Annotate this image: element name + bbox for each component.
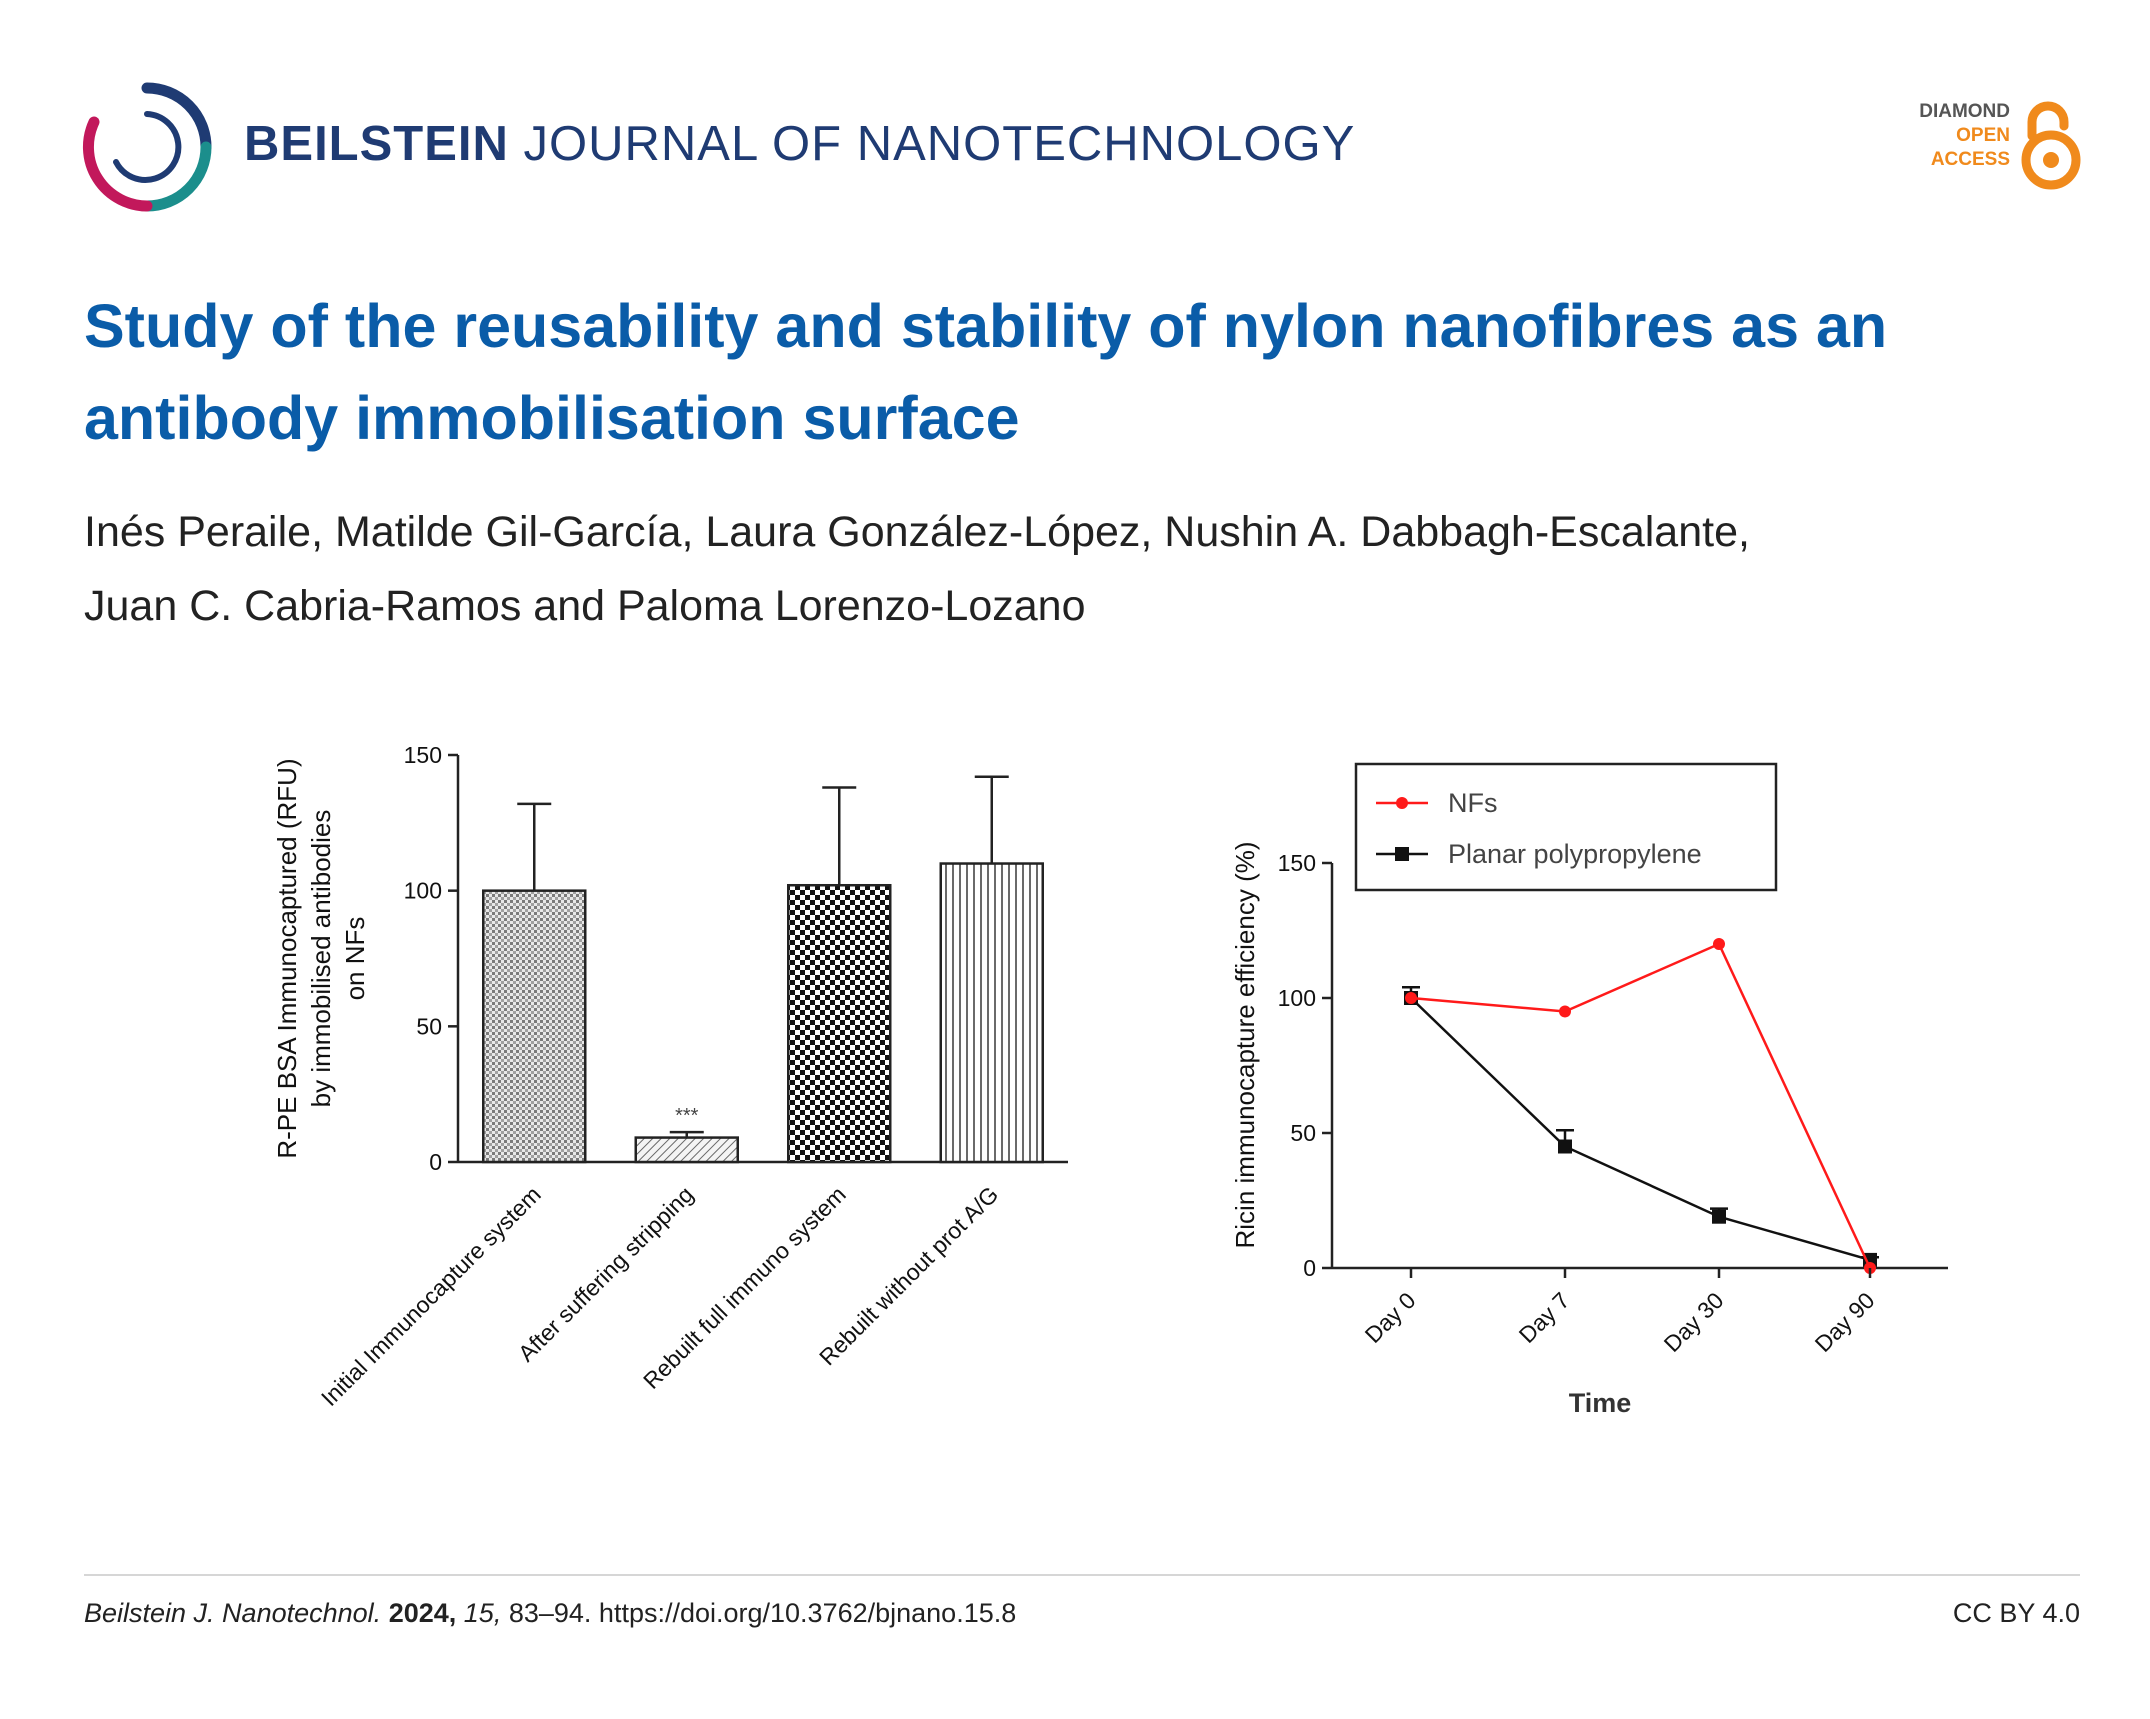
footer-citation: Beilstein J. Nanotechnol. 2024, 15, 83–9… [84,1598,1016,1629]
bar-chart-bar [634,1136,739,1164]
line-chart-category-label: Day 90 [1810,1287,1880,1357]
journal-name-rest: JOURNAL OF NANOTECHNOLOGY [508,117,1356,171]
badge-line-open: OPEN [1956,125,2010,146]
line-chart-point [1713,938,1725,950]
beilstein-ring-logo-icon [82,82,212,212]
line-chart-y-tick-label: 50 [1290,1120,1316,1146]
line-chart-category-label: Day 7 [1514,1287,1575,1348]
journal-logo [82,82,212,217]
line-chart-legend: NFs Planar polypropylene [1354,762,1778,892]
graphical-abstract-charts: R-PE BSA Immunocaptured (RFU) by immobili… [272,742,1948,1418]
bar-chart-bar [787,883,892,1164]
bar-chart-y-axis-title-line: R-PE BSA Immunocaptured (RFU) [272,758,302,1158]
authors-line-1: Inés Peraile, Matilde Gil-García, Laura … [84,508,1750,556]
line-chart-point [1559,1005,1571,1018]
line-chart-legend-box [1354,762,1778,892]
authors-line-2: Juan C. Cabria-Ramos and Paloma Lorenzo-… [84,582,1086,630]
line-chart-series-line [1410,997,1871,1262]
citation-year: 2024, [388,1598,457,1628]
journal-name: BEILSTEIN JOURNAL OF NANOTECHNOLOGY [244,116,1355,172]
footer-divider [84,1574,2080,1576]
citation-doi[interactable]: 83–94. https://doi.org/10.3762/bjnano.15… [508,1598,1017,1628]
bar-chart-y-tick-label: 150 [404,742,442,768]
badge-line-access: ACCESS [1930,149,2010,170]
line-chart-point [1558,1139,1572,1154]
line-chart-y-tick-label: 100 [1278,985,1316,1011]
bar-chart-significance-annotation: *** [675,1105,699,1127]
line-chart-point [1405,992,1417,1004]
citation-journal: Beilstein J. Nanotechnol. [84,1598,382,1628]
line-chart-y-axis-title: Ricin immunocapture efficiency (%) [1230,842,1260,1249]
open-access-lock-icon [2021,101,2081,190]
line-chart-y-tick-label: 0 [1303,1255,1316,1281]
bar-chart-y-axis-title: R-PE BSA Immunocaptured (RFU) by immobili… [272,758,370,1158]
bar-chart-bar [939,862,1044,1164]
line-chart-legend-marker [1395,847,1409,861]
bar-chart-category-label: Initial Immunocapture system [316,1181,546,1411]
line-chart-category-label: Day 30 [1659,1287,1729,1357]
line-chart-x-axis-title: Time [1569,1388,1632,1418]
bar-chart-y-axis-title-line: by immobilised antibodies [306,810,336,1108]
footer-license: CC BY 4.0 [1952,1598,2080,1628]
line-chart-legend-label: NFs [1448,788,1498,818]
bar-chart: R-PE BSA Immunocaptured (RFU) by immobili… [272,742,1068,1411]
bar-chart-y-tick-label: 0 [429,1149,442,1175]
line-chart-series-line [1410,942,1872,1269]
bar-chart-y-axis-title-line: on NFs [340,917,370,1001]
badge-line-diamond: DIAMOND [1919,101,2010,122]
line-chart-category-label: Day 0 [1360,1287,1421,1348]
line-chart-y-tick-label: 150 [1278,850,1316,876]
bar-chart-y-tick-label: 50 [416,1013,442,1039]
line-chart-legend-marker [1396,797,1408,809]
bar-chart-y-tick-label: 100 [404,878,442,904]
bar-chart-category-label: Rebuilt without prot A/G [814,1181,1003,1370]
line-chart-point [1712,1209,1726,1224]
journal-name-bold: BEILSTEIN [244,117,509,171]
bar-chart-bar [482,889,587,1164]
article-title: Study of the reusability and stability o… [84,292,1888,452]
bar-chart-category-label: After suffering stripping [513,1181,698,1366]
citation-volume: 15, [463,1598,502,1628]
line-chart-legend-label: Planar polypropylene [1448,839,1702,869]
article-authors: Inés Peraile, Matilde Gil-García, Laura … [84,495,2084,643]
line-chart: NFs Planar polypropylene 0 50 100 150 Day 0 D… [1230,762,1948,1418]
